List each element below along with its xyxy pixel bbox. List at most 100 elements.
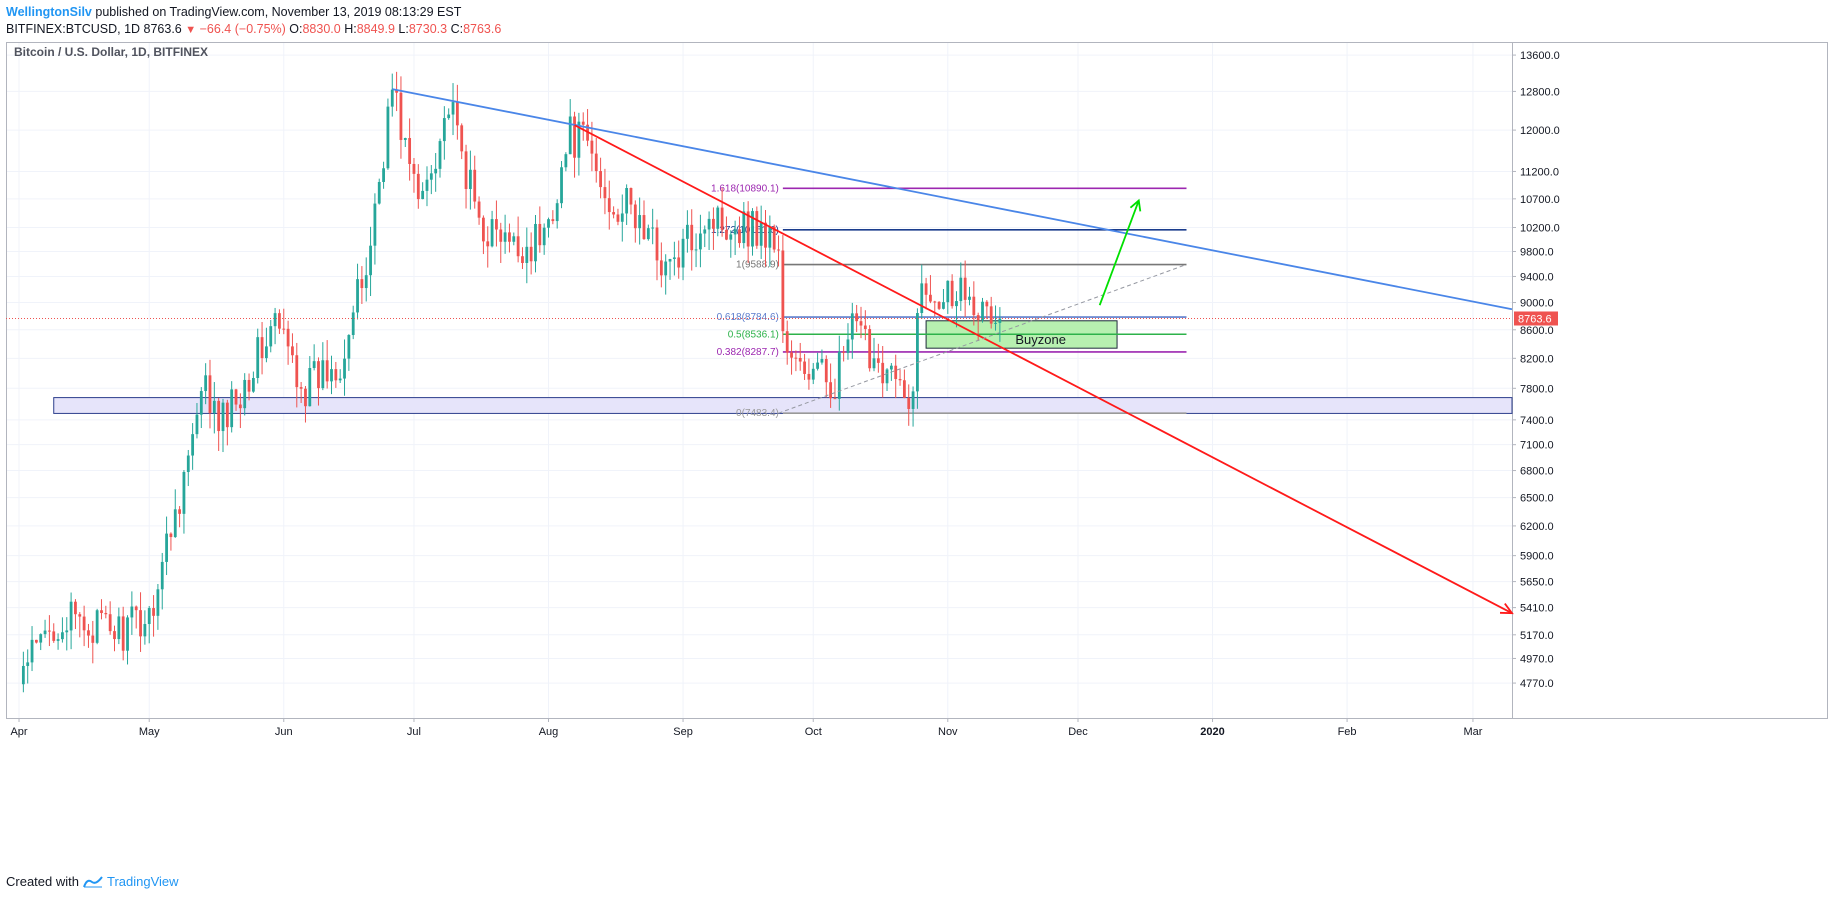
candle-body <box>985 301 989 307</box>
candle-body <box>473 169 477 202</box>
y-tick-label: 7400.0 <box>1520 415 1554 427</box>
price-chart[interactable]: Buyzone 1.618(10890.1)1.272(10161.6)1(95… <box>6 42 1828 860</box>
candle-body <box>312 361 316 369</box>
candle-body <box>338 378 342 381</box>
candle-body <box>651 227 655 229</box>
candle-body <box>759 222 763 246</box>
candle-body <box>356 279 359 313</box>
candle-body <box>681 238 685 268</box>
candle-body <box>894 365 898 380</box>
candle-body <box>156 589 160 616</box>
candle-body <box>325 360 329 382</box>
candle-body <box>169 533 173 538</box>
candle-body <box>521 256 524 263</box>
fib-level-label: 0.618(8784.6) <box>717 312 779 323</box>
candle-body <box>777 249 780 251</box>
x-tick-label: 2020 <box>1200 726 1224 738</box>
candle-body <box>178 509 182 514</box>
candle-body <box>134 606 138 611</box>
support-zone <box>53 397 1513 414</box>
candle-body <box>100 610 103 614</box>
candle-body <box>885 369 889 384</box>
candle-body <box>738 229 741 244</box>
candle-body <box>659 260 663 276</box>
candle-body <box>850 313 854 340</box>
author-link[interactable]: WellingtonSilv <box>6 5 92 19</box>
candle-body <box>612 212 616 215</box>
y-tick-label: 5650.0 <box>1520 577 1554 589</box>
candle-body <box>74 601 77 615</box>
red-arrowhead <box>1499 603 1514 615</box>
footer: Created with TradingView <box>6 874 179 889</box>
candle-body <box>868 329 872 369</box>
candle-body <box>191 434 195 456</box>
published-text: published on TradingView.com, November 1… <box>95 5 462 19</box>
candle-body <box>794 357 798 359</box>
candle-body <box>525 246 529 263</box>
close-value: 8763.6 <box>463 22 502 36</box>
candle-body <box>460 125 464 152</box>
candle-body <box>186 455 190 472</box>
candle-body <box>755 211 759 246</box>
candle-body <box>976 315 980 321</box>
x-tick-label: Aug <box>539 726 559 738</box>
y-tick-label: 5170.0 <box>1520 630 1554 642</box>
green-arrow-line <box>1098 200 1140 306</box>
fib-level-label: 0.5(8536.1) <box>728 329 779 340</box>
candle-body <box>560 167 563 204</box>
y-tick-label: 7100.0 <box>1520 440 1554 452</box>
down-triangle-icon: ▼ <box>185 24 197 36</box>
candle-body <box>482 217 485 242</box>
candle-body <box>785 331 789 353</box>
candle-body <box>898 379 902 381</box>
candle-body <box>291 346 294 356</box>
candle-body <box>369 245 372 276</box>
candle-body <box>434 168 438 174</box>
candle-body <box>408 138 412 164</box>
tradingview-link[interactable]: TradingView <box>106 874 179 889</box>
candle-body <box>694 249 698 251</box>
candle-body <box>334 369 338 381</box>
candle-body <box>247 379 251 392</box>
chart-area[interactable]: Buyzone 1.618(10890.1)1.272(10161.6)1(95… <box>6 42 1828 860</box>
candle-body <box>160 561 164 590</box>
candle-body <box>477 201 481 218</box>
candle-body <box>221 402 225 432</box>
candle-body <box>230 389 234 428</box>
candle-body <box>816 362 819 369</box>
candle-body <box>208 375 212 413</box>
last-price-value: 8763.6 <box>143 22 182 36</box>
candle-body <box>564 154 568 168</box>
high-value: 8849.9 <box>356 22 395 36</box>
candle-body <box>811 368 815 380</box>
candle-body <box>534 223 537 262</box>
candle-body <box>911 391 915 409</box>
candle-body <box>603 187 607 199</box>
candle-body <box>317 361 320 389</box>
candle-body <box>699 233 702 250</box>
candle-body <box>464 151 468 190</box>
candle-body <box>664 261 668 276</box>
candle-body <box>390 89 394 107</box>
candle-body <box>807 373 811 380</box>
candle-body <box>677 257 681 268</box>
candle-body <box>455 102 459 126</box>
candle-body <box>503 232 507 242</box>
candle-body <box>412 163 416 174</box>
change-value: −66.4 (−0.75%) <box>199 22 286 36</box>
candle-body <box>955 301 958 307</box>
candle-body <box>772 226 776 250</box>
candle-body <box>824 359 828 383</box>
low-value: 8730.3 <box>408 22 448 36</box>
candle-body <box>139 610 142 637</box>
candle-body <box>998 318 1002 323</box>
candle-body <box>126 617 129 651</box>
y-tick-label: 6800.0 <box>1520 466 1554 478</box>
candle-body <box>278 313 281 329</box>
blue-trendline <box>392 88 1513 311</box>
candle-body <box>395 89 399 93</box>
candle-body <box>447 114 451 119</box>
candle-body <box>629 188 633 205</box>
green-arrowhead <box>1129 198 1142 212</box>
candle-body <box>43 630 47 635</box>
